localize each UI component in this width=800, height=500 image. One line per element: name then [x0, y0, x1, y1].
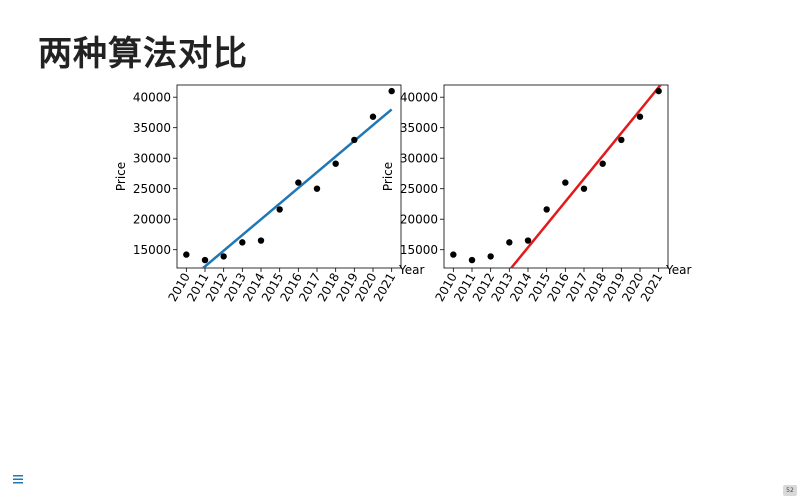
data-point — [562, 179, 569, 186]
data-point — [388, 87, 395, 95]
x-axis-label: Year — [665, 263, 691, 277]
data-point — [524, 237, 532, 244]
y-tick-label: 20000 — [133, 213, 171, 227]
fit-line — [510, 85, 662, 268]
data-point — [276, 206, 283, 213]
data-point — [201, 256, 209, 264]
data-point — [487, 253, 494, 260]
data-point — [655, 87, 662, 95]
data-point — [369, 113, 377, 120]
fit-line — [202, 108, 393, 268]
y-tick-label: 20000 — [400, 213, 438, 227]
x-axis-label: Year — [398, 263, 424, 277]
plot-frame — [176, 84, 402, 269]
data-point — [580, 185, 588, 192]
y-tick-label: 15000 — [133, 243, 171, 257]
data-point — [618, 136, 625, 144]
data-point — [332, 160, 339, 167]
data-point — [636, 113, 644, 120]
y-tick-label: 40000 — [133, 91, 171, 105]
data-point — [543, 206, 550, 213]
data-point — [450, 251, 457, 258]
slide-title: 两种算法对比 — [38, 34, 248, 74]
data-point — [183, 251, 190, 258]
y-axis-label: Price — [381, 162, 395, 191]
chart-1: 1500020000250003000035000400002010201120… — [114, 84, 424, 304]
y-axis-label: Price — [114, 162, 128, 191]
data-point — [506, 239, 513, 246]
data-point — [313, 185, 321, 192]
y-tick-label: 25000 — [400, 182, 438, 196]
data-point — [220, 253, 227, 260]
y-tick-label: 15000 — [400, 243, 438, 257]
data-point — [257, 237, 265, 244]
data-point — [468, 256, 476, 264]
data-point — [351, 136, 358, 144]
data-point — [295, 179, 302, 186]
y-tick-label: 40000 — [400, 91, 438, 105]
y-tick-label: 35000 — [133, 121, 171, 135]
hamburger-menu-icon[interactable] — [11, 472, 25, 486]
data-point — [599, 160, 606, 167]
y-tick-label: 25000 — [133, 182, 171, 196]
y-tick-label: 30000 — [400, 152, 438, 166]
plot-frame — [443, 84, 669, 269]
y-tick-label: 30000 — [133, 152, 171, 166]
chart-2: 1500020000250003000035000400002010201120… — [381, 84, 691, 304]
page-number: 52 — [783, 485, 797, 496]
y-tick-label: 35000 — [400, 121, 438, 135]
data-point — [239, 239, 246, 246]
